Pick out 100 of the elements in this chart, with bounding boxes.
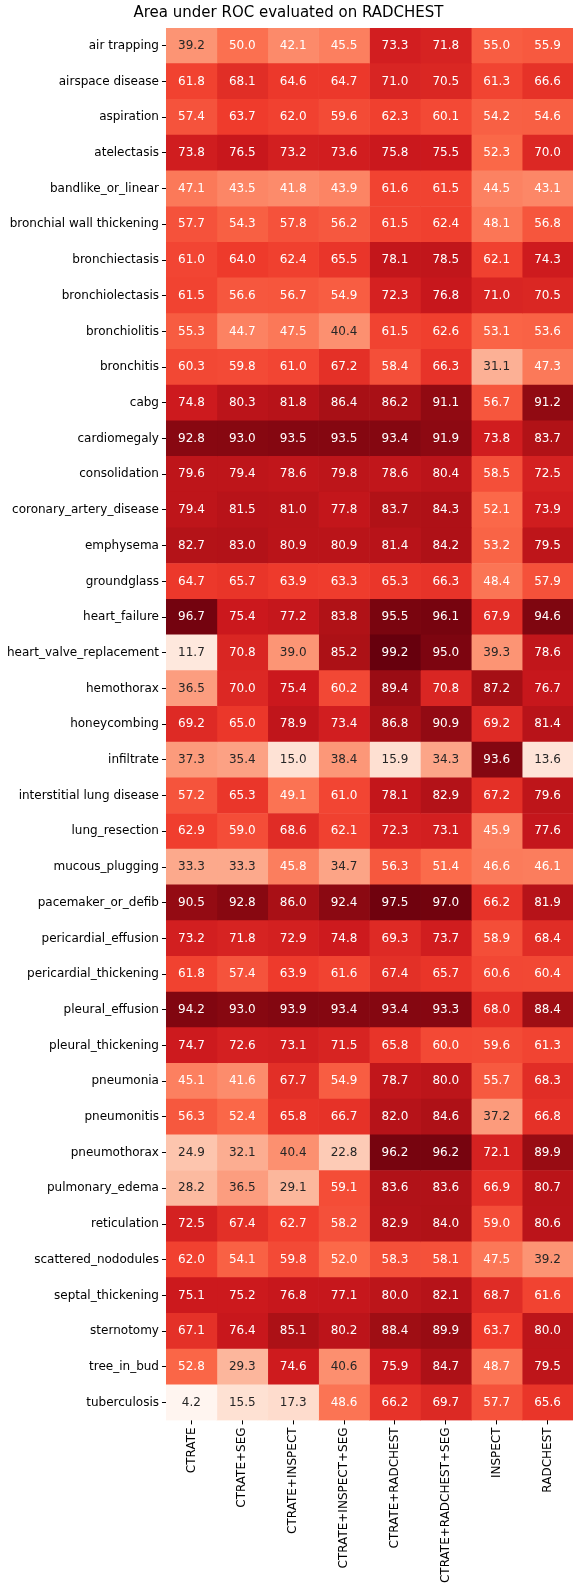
- data-label: 57.4: [178, 109, 205, 124]
- data-label: 96.2: [432, 1144, 460, 1159]
- data-label: 66.3: [432, 359, 460, 374]
- data-label: 50.0: [228, 37, 256, 52]
- data-label: 13.6: [534, 752, 561, 767]
- data-label: 62.4: [279, 252, 307, 267]
- y-tick-label: pleural_thickening: [49, 1037, 159, 1052]
- data-label: 69.3: [381, 930, 409, 945]
- data-label: 41.6: [228, 1073, 256, 1088]
- data-label: 81.8: [279, 395, 307, 409]
- data-label: 68.7: [483, 1287, 511, 1302]
- data-label: 93.0: [228, 1001, 256, 1016]
- data-label: 65.3: [228, 787, 256, 802]
- data-label: 47.5: [483, 1251, 511, 1266]
- data-label: 77.1: [330, 1287, 358, 1302]
- data-label: 68.3: [534, 1073, 561, 1088]
- data-label: 58.4: [381, 359, 409, 374]
- data-label: 95.0: [432, 644, 460, 659]
- data-label: 61.8: [178, 966, 205, 981]
- data-label: 71.8: [432, 37, 460, 52]
- y-tick-label: pneumonitis: [84, 1109, 159, 1124]
- data-label: 82.0: [381, 1109, 409, 1124]
- data-label: 61.0: [279, 359, 307, 374]
- data-label: 62.0: [279, 109, 307, 124]
- data-label: 62.1: [330, 823, 358, 838]
- data-label: 54.3: [228, 216, 256, 231]
- data-label: 73.8: [483, 430, 511, 445]
- data-label: 93.3: [432, 1001, 460, 1016]
- data-label: 40.4: [279, 1144, 307, 1159]
- data-label: 90.9: [432, 716, 460, 731]
- y-tick-label: bronchial wall thickening: [9, 216, 159, 231]
- y-tick-label: air trapping: [88, 37, 159, 52]
- data-label: 58.2: [330, 1216, 358, 1231]
- data-label: 59.0: [228, 823, 256, 838]
- data-label: 60.0: [432, 1037, 460, 1052]
- data-label: 39.3: [483, 644, 511, 659]
- data-label: 83.0: [228, 537, 256, 552]
- data-label: 85.2: [330, 644, 358, 659]
- data-label: 68.4: [534, 930, 561, 945]
- data-label: 79.4: [178, 502, 205, 517]
- data-label: 56.3: [381, 859, 409, 874]
- data-label: 91.1: [432, 395, 460, 409]
- data-label: 86.2: [381, 395, 409, 409]
- data-label: 77.6: [534, 823, 561, 838]
- data-label: 90.5: [178, 894, 205, 909]
- data-label: 92.8: [178, 430, 205, 445]
- data-label: 38.4: [330, 752, 358, 767]
- data-label: 34.7: [330, 859, 358, 874]
- data-label: 78.7: [381, 1073, 409, 1088]
- data-label: 73.1: [432, 823, 460, 838]
- data-label: 68.1: [228, 73, 256, 88]
- data-label: 72.6: [228, 1037, 256, 1052]
- y-tick-label: pneumothorax: [70, 1144, 159, 1159]
- y-tick-label: sternotomy: [90, 1323, 159, 1338]
- y-tick-label: pericardial_thickening: [27, 966, 159, 981]
- data-label: 80.3: [228, 395, 256, 409]
- y-tick-label: bronchiectasis: [72, 252, 159, 267]
- data-label: 79.8: [330, 466, 358, 481]
- data-label: 57.4: [228, 966, 256, 981]
- y-tick-label: heart_failure: [83, 609, 159, 624]
- data-label: 75.1: [178, 1287, 205, 1302]
- data-label: 74.3: [534, 252, 561, 267]
- data-label: 80.7: [534, 1180, 561, 1195]
- y-tick-label: septal_thickening: [54, 1287, 159, 1302]
- data-label: 74.8: [178, 395, 205, 409]
- data-label: 55.9: [534, 37, 561, 52]
- data-label: 45.1: [178, 1073, 205, 1088]
- data-label: 67.2: [483, 787, 511, 802]
- data-label: 85.1: [279, 1323, 307, 1338]
- y-tick-label: cabg: [129, 395, 159, 409]
- data-label: 61.5: [381, 216, 409, 231]
- data-label: 54.6: [534, 109, 561, 124]
- data-label: 87.2: [483, 680, 511, 695]
- data-label: 33.3: [178, 859, 205, 874]
- data-label: 76.8: [432, 287, 460, 302]
- data-label: 65.8: [279, 1109, 307, 1124]
- data-label: 52.8: [178, 1358, 205, 1373]
- data-label: 15.0: [279, 752, 307, 767]
- x-tick-label: CTRATE+RADCHEST: [387, 1426, 402, 1549]
- data-label: 94.2: [178, 1001, 205, 1016]
- data-label: 61.6: [534, 1287, 561, 1302]
- data-label: 42.1: [279, 37, 307, 52]
- data-label: 48.6: [330, 1394, 358, 1409]
- data-label: 80.0: [432, 1073, 460, 1088]
- data-label: 93.6: [483, 752, 511, 767]
- data-label: 84.6: [432, 1109, 460, 1124]
- data-label: 59.8: [228, 359, 256, 374]
- y-tick-label: honeycombing: [70, 716, 159, 731]
- y-tick-label: cardiomegaly: [77, 430, 159, 445]
- data-label: 51.4: [432, 859, 460, 874]
- data-label: 39.0: [279, 644, 307, 659]
- data-label: 57.9: [534, 573, 561, 588]
- data-label: 43.9: [330, 180, 358, 195]
- data-label: 54.9: [330, 287, 358, 302]
- data-label: 65.6: [534, 1394, 561, 1409]
- data-label: 96.7: [178, 609, 205, 624]
- data-label: 63.9: [279, 966, 307, 981]
- data-label: 74.8: [330, 930, 358, 945]
- data-label: 70.5: [432, 73, 460, 88]
- data-label: 57.8: [279, 216, 307, 231]
